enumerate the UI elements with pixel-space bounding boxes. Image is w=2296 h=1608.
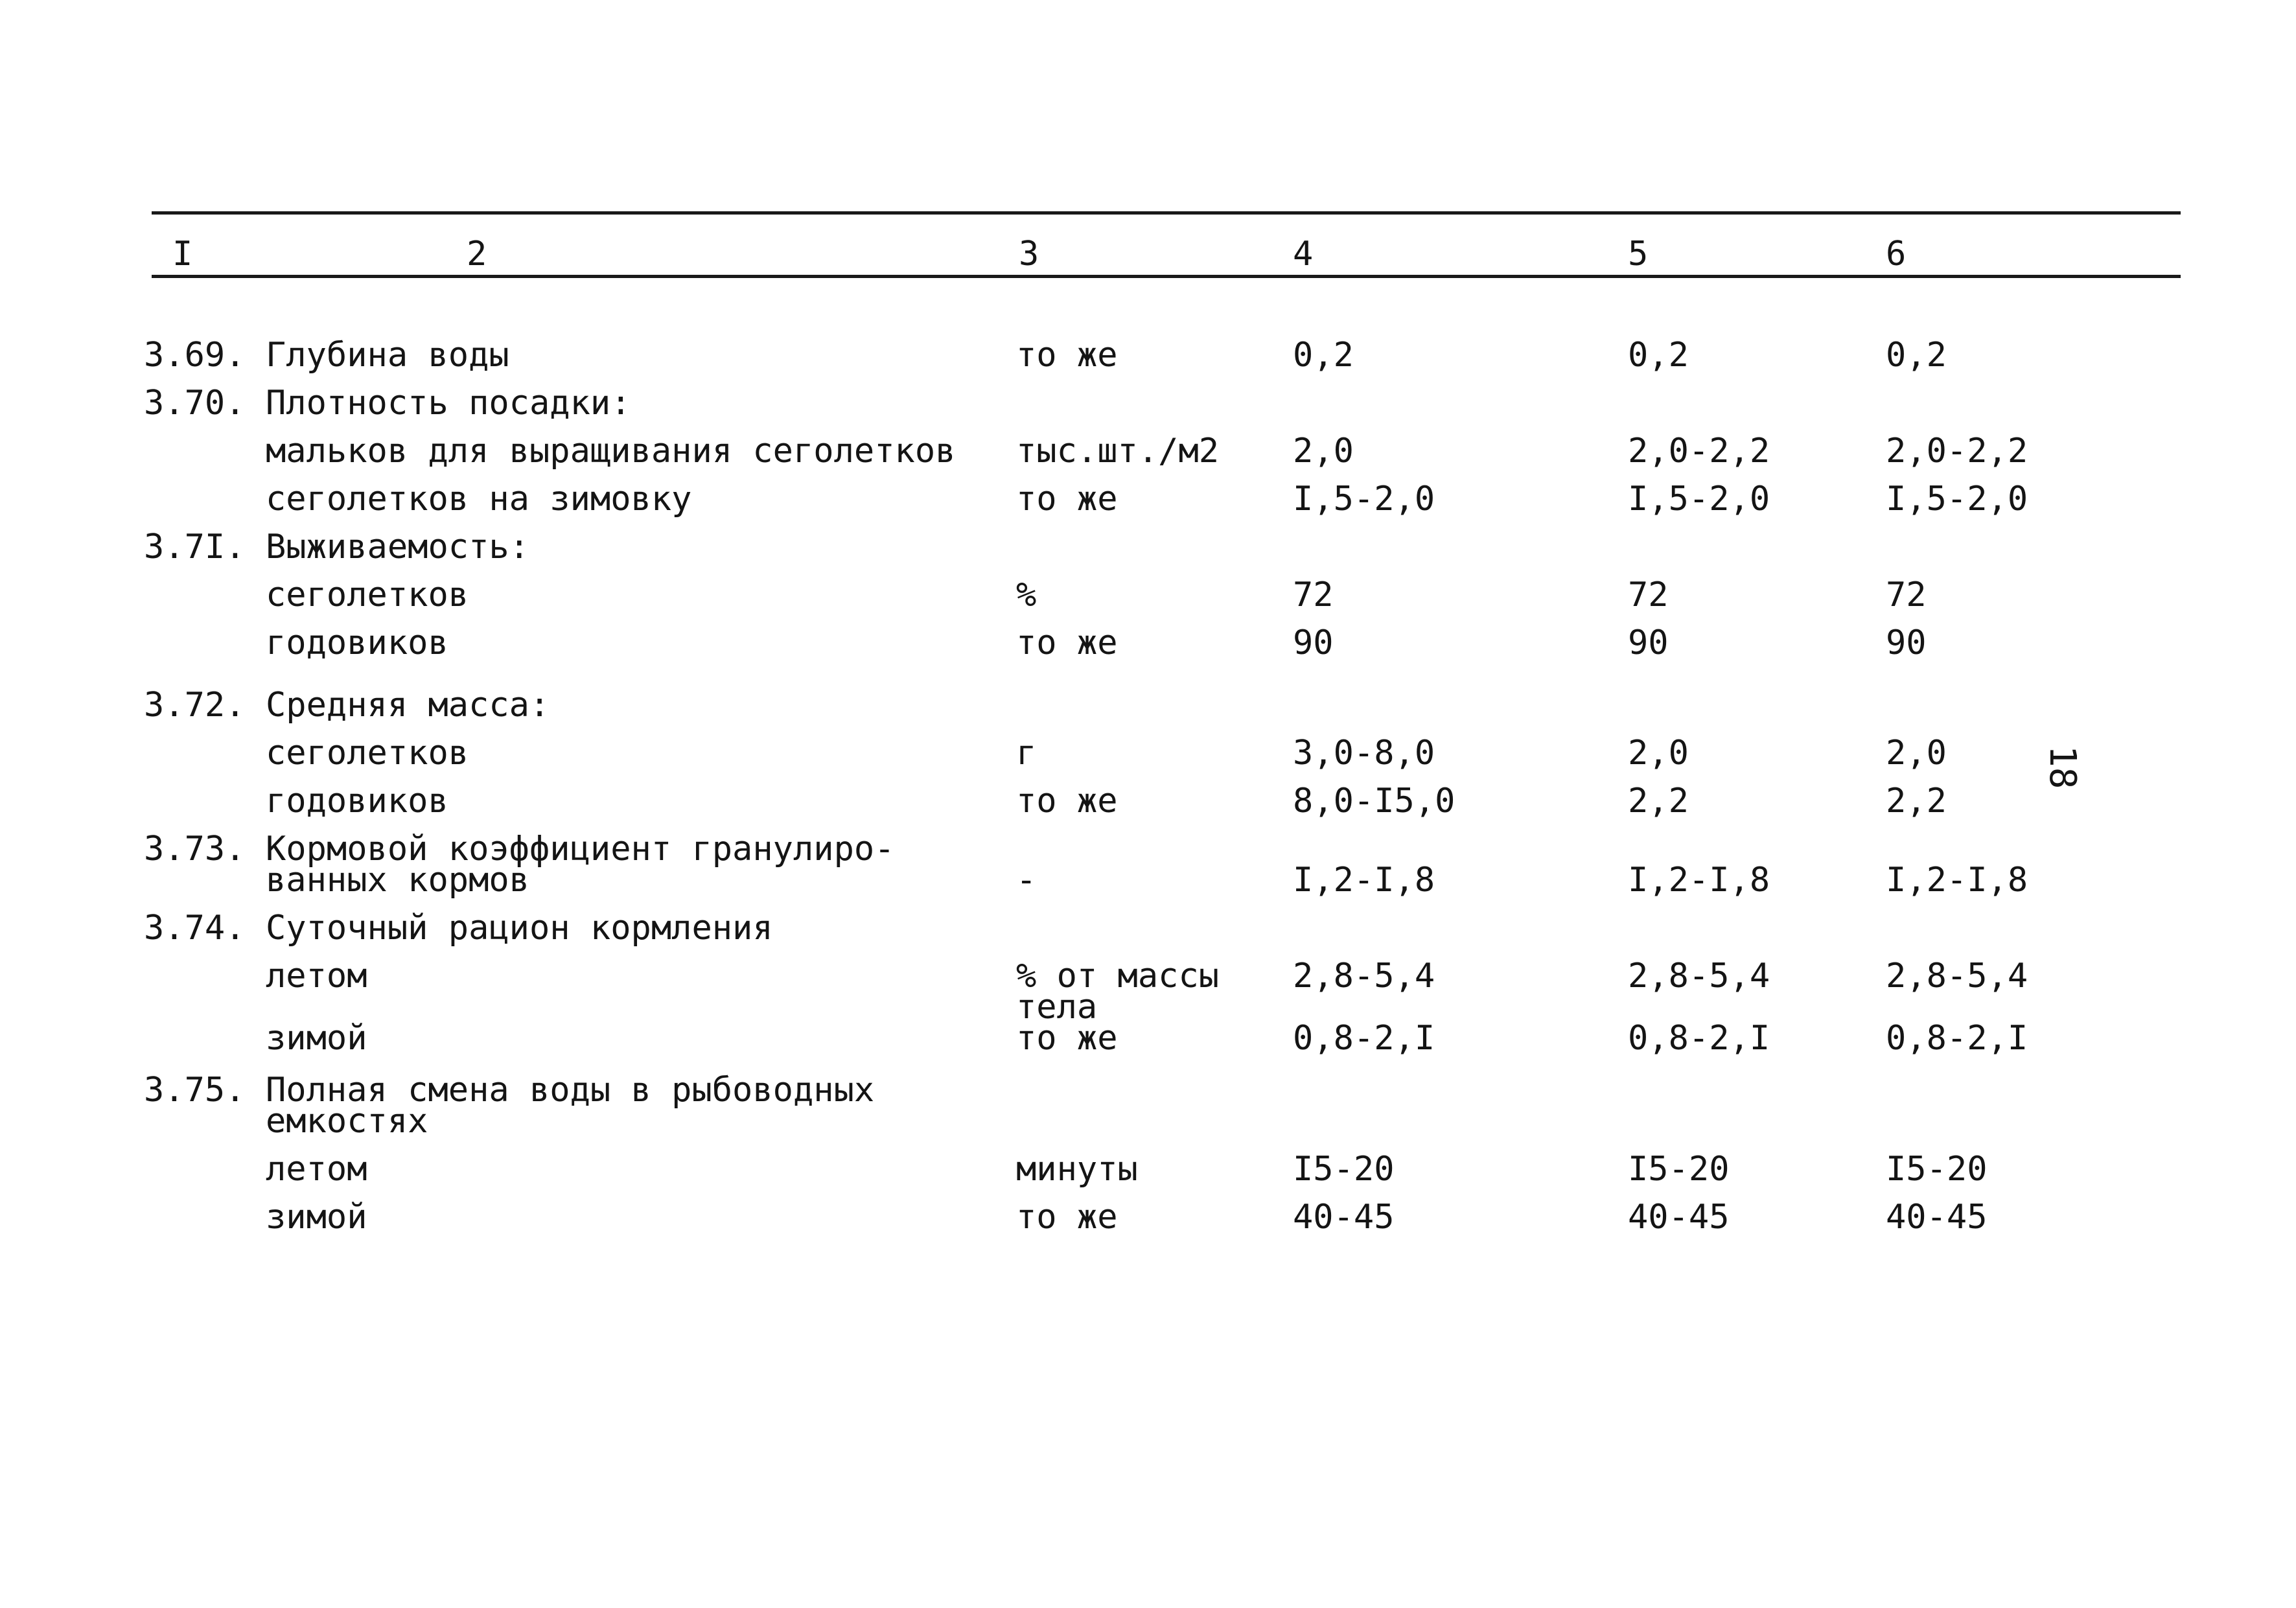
row-value-col6: 0,2	[1886, 336, 1947, 375]
row-value-col6: 2,0-2,2	[1886, 432, 2028, 471]
row-label: летом	[266, 1150, 367, 1189]
row-value-col5: 0,2	[1628, 336, 1689, 375]
row-value-col6: 40-45	[1886, 1198, 1988, 1237]
row-value-col4: 40-45	[1293, 1198, 1395, 1237]
row-value-col6: 2,2	[1886, 782, 1947, 821]
row-unit: то же	[1016, 1019, 1118, 1058]
page-number: 18	[2041, 745, 2083, 789]
row-label: Суточный рацион кормления	[266, 909, 773, 948]
row-value-col6: 0,8-2,I	[1886, 1019, 2028, 1058]
row-number: 3.74.	[144, 909, 246, 948]
row-value-col6: 90	[1886, 623, 1927, 662]
row-label: зимой	[266, 1019, 367, 1058]
row-value-col5: 2,0	[1628, 734, 1689, 773]
row-label: зимой	[266, 1198, 367, 1237]
row-value-col4: 72	[1293, 576, 1334, 614]
row-value-col4: 0,8-2,I	[1293, 1019, 1435, 1058]
row-unit: то же	[1016, 623, 1118, 662]
row-value-col4: 3,0-8,0	[1293, 734, 1435, 773]
row-label: сеголетков	[266, 576, 469, 614]
row-value-col4: 2,8-5,4	[1293, 957, 1435, 996]
row-value-col4: 90	[1293, 623, 1334, 662]
column-header-6: 6	[1886, 235, 1907, 274]
header-bottom-rule	[152, 275, 2181, 278]
row-label: сеголетков	[266, 734, 469, 773]
column-header-5: 5	[1628, 235, 1649, 274]
row-value-col4: 2,0	[1293, 432, 1354, 471]
row-label: Полная смена воды в рыбоводных	[266, 1071, 875, 1110]
row-unit: то же	[1016, 1198, 1118, 1237]
row-value-col6: I,2-I,8	[1886, 861, 2028, 900]
row-unit: -	[1016, 861, 1037, 900]
row-value-col5: 2,8-5,4	[1628, 957, 1770, 996]
row-number: 3.70.	[144, 384, 246, 423]
row-value-col4: I,5-2,0	[1293, 480, 1435, 519]
row-label: Средняя масса:	[266, 686, 550, 725]
row-label: мальков для выращивания сеголетков	[266, 432, 956, 471]
row-value-col5: 72	[1628, 576, 1669, 614]
row-value-col4: 0,2	[1293, 336, 1354, 375]
row-number: 3.73.	[144, 830, 246, 868]
column-header-3: 3	[1019, 235, 1039, 274]
row-number: 3.72.	[144, 686, 246, 725]
column-header-2: 2	[467, 235, 487, 274]
row-unit: то же	[1016, 480, 1118, 519]
row-value-col6: I,5-2,0	[1886, 480, 2028, 519]
row-value-col5: 0,8-2,I	[1628, 1019, 1770, 1058]
row-value-col4: I,2-I,8	[1293, 861, 1435, 900]
row-label: емкостях	[266, 1102, 428, 1141]
row-unit: то же	[1016, 336, 1118, 375]
row-value-col6: 2,8-5,4	[1886, 957, 2028, 996]
row-unit: тыс.шт./м2	[1016, 432, 1220, 471]
row-value-col6: 72	[1886, 576, 1927, 614]
column-header-1: I	[172, 235, 193, 274]
row-value-col6: I5-20	[1886, 1150, 1988, 1189]
row-value-col6: 2,0	[1886, 734, 1947, 773]
table-top-rule	[152, 211, 2181, 215]
row-label: ванных кормов	[266, 861, 529, 900]
row-label: Глубина воды	[266, 336, 509, 375]
row-value-col5: I,2-I,8	[1628, 861, 1770, 900]
column-header-4: 4	[1293, 235, 1314, 274]
row-label: годовиков	[266, 623, 448, 662]
row-number: 3.69.	[144, 336, 246, 375]
row-label: Плотность посадки:	[266, 384, 631, 423]
row-value-col5: 90	[1628, 623, 1669, 662]
row-unit: г	[1016, 734, 1037, 773]
row-value-col5: I5-20	[1628, 1150, 1730, 1189]
row-value-col5: 40-45	[1628, 1198, 1730, 1237]
row-label: годовиков	[266, 782, 448, 821]
row-label: сеголетков на зимовку	[266, 480, 692, 519]
row-unit: то же	[1016, 782, 1118, 821]
row-unit: % от массы	[1016, 957, 1220, 996]
row-number: 3.75.	[144, 1071, 246, 1110]
row-unit: %	[1016, 576, 1037, 614]
row-value-col5: 2,0-2,2	[1628, 432, 1770, 471]
row-label: летом	[266, 957, 367, 996]
row-value-col5: I,5-2,0	[1628, 480, 1770, 519]
row-value-col5: 2,2	[1628, 782, 1689, 821]
row-label: Выживаемость:	[266, 528, 529, 566]
row-label: Кормовой коэффициент гранулиро-	[266, 830, 895, 868]
row-value-col4: I5-20	[1293, 1150, 1395, 1189]
row-unit: тела	[1016, 988, 1098, 1027]
row-unit: минуты	[1016, 1150, 1138, 1189]
row-value-col4: 8,0-I5,0	[1293, 782, 1455, 821]
row-number: 3.7I.	[144, 528, 246, 566]
